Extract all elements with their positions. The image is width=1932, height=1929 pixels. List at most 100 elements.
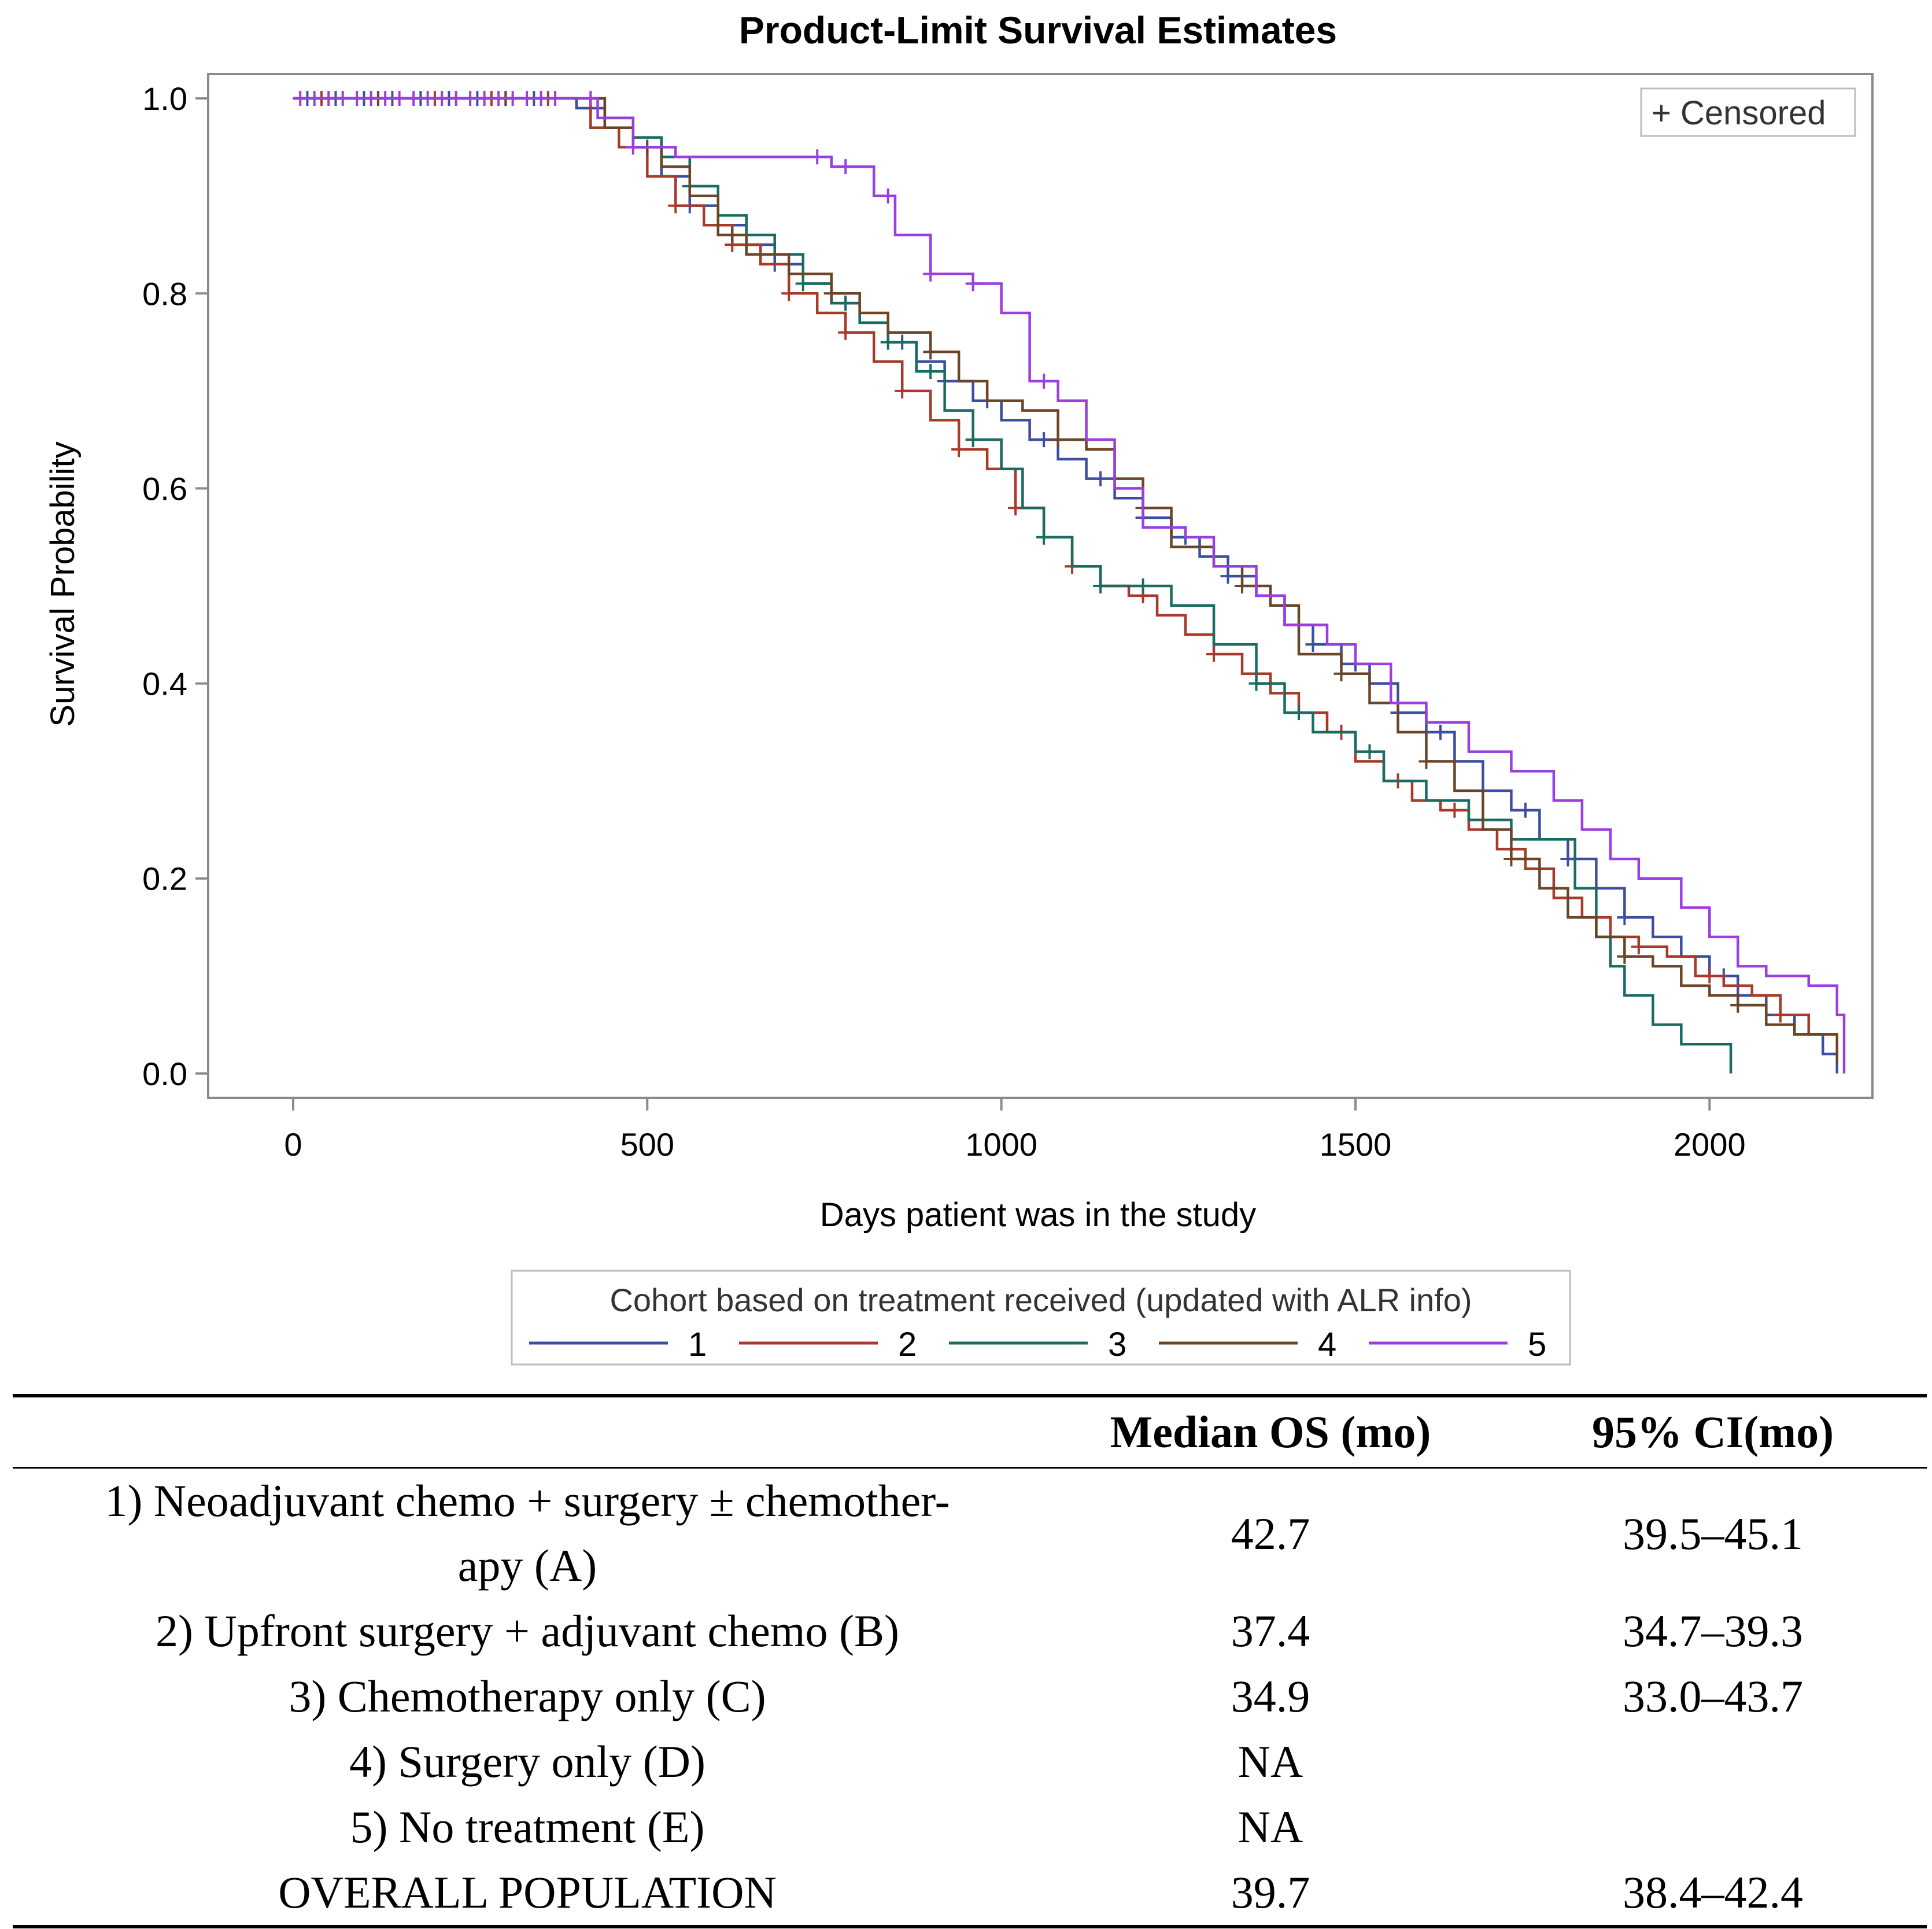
cohort-label-line1: 1) Neoadjuvant chemo + surgery ± chemoth… xyxy=(105,1476,950,1526)
table-cell-cohort: 1) Neoadjuvant chemo + surgery ± chemoth… xyxy=(13,1468,1042,1599)
cohort-legend-title: Cohort based on treatment received (upda… xyxy=(609,1282,1472,1318)
table-cell-ci xyxy=(1499,1729,1927,1794)
censor-mark xyxy=(923,344,939,360)
chart-title: Product-Limit Survival Estimates xyxy=(739,9,1337,51)
censor-mark xyxy=(1631,939,1646,954)
table-row: 2) Upfront surgery + adjuvant chemo (B) … xyxy=(13,1598,1927,1664)
table-cell-median: 39.7 xyxy=(1042,1860,1499,1928)
censor-mark xyxy=(533,91,549,106)
table-row: 5) No treatment (E) NA xyxy=(13,1794,1927,1860)
censor-mark xyxy=(625,139,641,155)
censored-legend-label: + Censored xyxy=(1652,94,1826,132)
table-cell-median: 42.7 xyxy=(1231,1508,1310,1559)
table-cell-cohort: 4) Surgery only (D) xyxy=(349,1736,705,1787)
table-cell-cohort: 3) Chemotherapy only (C) xyxy=(289,1671,766,1721)
table-cell-ci: 39.5–45.1 xyxy=(1623,1508,1803,1559)
censor-mark xyxy=(1447,802,1462,818)
censor-mark xyxy=(1135,578,1151,593)
censor-mark xyxy=(838,296,854,311)
legend-label-1: 1 xyxy=(688,1326,707,1363)
series-3 xyxy=(293,97,1732,1074)
censor-mark xyxy=(1235,578,1250,593)
censor-mark xyxy=(463,91,478,106)
censor-mark xyxy=(434,91,450,106)
survival-curve-1 xyxy=(293,97,1839,1074)
censor-mark xyxy=(1617,910,1632,925)
censor-mark xyxy=(838,324,854,340)
series-5 xyxy=(293,91,1846,1074)
legend-label-4: 4 xyxy=(1318,1326,1336,1363)
table-row: 4) Surgery only (D) NA xyxy=(13,1729,1927,1794)
censor-mark xyxy=(335,91,350,106)
censor-mark xyxy=(391,91,407,106)
x-tick-label: 500 xyxy=(620,1126,674,1163)
x-axis-title: Days patient was in the study xyxy=(820,1196,1256,1234)
censor-mark xyxy=(1432,724,1448,740)
x-tick-label: 0 xyxy=(284,1126,302,1163)
censor-mark xyxy=(519,91,535,106)
censor-mark xyxy=(668,198,684,213)
censor-mark xyxy=(1560,851,1576,866)
censor-mark xyxy=(1504,851,1519,866)
y-tick-label: 0.8 xyxy=(142,275,187,312)
censor-mark xyxy=(306,91,322,106)
censor-mark xyxy=(1517,802,1533,818)
series-1 xyxy=(293,91,1839,1074)
y-tick-label: 1.0 xyxy=(142,80,187,117)
table-cell-ci: 34.7–39.3 xyxy=(1623,1606,1803,1656)
censor-mark xyxy=(583,91,599,106)
table-cell-cohort: OVERALL POPULATION xyxy=(13,1860,1042,1928)
y-tick-label: 0.0 xyxy=(142,1056,187,1092)
censor-mark xyxy=(725,227,740,243)
survival-curve-3 xyxy=(293,97,1732,1074)
censor-mark xyxy=(505,91,520,106)
censor-mark xyxy=(880,188,896,204)
y-axis-title: Survival Probability xyxy=(44,441,82,726)
censor-mark xyxy=(1248,676,1264,691)
censor-mark xyxy=(923,266,939,282)
cohort-legend-items: 1 2 3 4 5 xyxy=(529,1326,1546,1363)
cohort-legend: Cohort based on treatment received (upda… xyxy=(511,1270,1571,1366)
censor-mark xyxy=(420,91,435,106)
series-layer xyxy=(293,91,1846,1074)
censor-mark xyxy=(795,276,811,292)
table-cell-ci xyxy=(1499,1794,1927,1860)
censor-mark xyxy=(965,276,981,292)
y-tick-label: 0.4 xyxy=(142,666,187,702)
median-os-table: Median OS (mo) 95% CI(mo) 1) Neoadjuvant… xyxy=(13,1394,1927,1928)
censor-mark xyxy=(1220,569,1236,584)
censor-mark xyxy=(548,91,563,106)
cohort-label-line2: apy (A) xyxy=(457,1540,597,1591)
table-cell-cohort: 5) No treatment (E) xyxy=(350,1802,705,1852)
censored-legend-box xyxy=(1640,87,1856,137)
y-tick-label: 0.6 xyxy=(142,470,187,507)
plot-frame xyxy=(207,73,1874,1099)
censor-mark xyxy=(448,91,464,106)
table-header-cohort xyxy=(13,1394,1042,1469)
legend-label-3: 3 xyxy=(1108,1326,1126,1363)
x-tick-label: 1000 xyxy=(965,1126,1037,1163)
table-header-median: Median OS (mo) xyxy=(1042,1394,1499,1469)
censor-mark xyxy=(1772,1007,1788,1023)
censor-mark xyxy=(823,286,839,301)
table-cell-ci: 38.4–42.4 xyxy=(1499,1860,1927,1928)
censor-mark xyxy=(1333,666,1349,681)
censor-mark xyxy=(1730,997,1746,1013)
table-cell-cohort: 2) Upfront surgery + adjuvant chemo (B) xyxy=(156,1606,899,1656)
censor-mark xyxy=(965,432,981,448)
x-tick-label: 1500 xyxy=(1320,1126,1392,1163)
censor-mark xyxy=(1008,500,1024,516)
censor-mark xyxy=(880,334,896,350)
legend-label-2: 2 xyxy=(898,1326,917,1363)
censor-mark xyxy=(349,91,365,106)
survival-curve-5 xyxy=(293,97,1846,1074)
censor-mark xyxy=(1050,432,1066,448)
censor-mark xyxy=(1305,637,1321,652)
censor-mark xyxy=(895,383,910,399)
survival-curve-4 xyxy=(293,97,1839,1064)
table-cell-median: NA xyxy=(1237,1736,1303,1787)
censor-mark xyxy=(1036,432,1052,448)
censor-mark xyxy=(781,286,797,301)
censor-mark xyxy=(1617,949,1632,964)
censor-mark xyxy=(378,91,393,106)
